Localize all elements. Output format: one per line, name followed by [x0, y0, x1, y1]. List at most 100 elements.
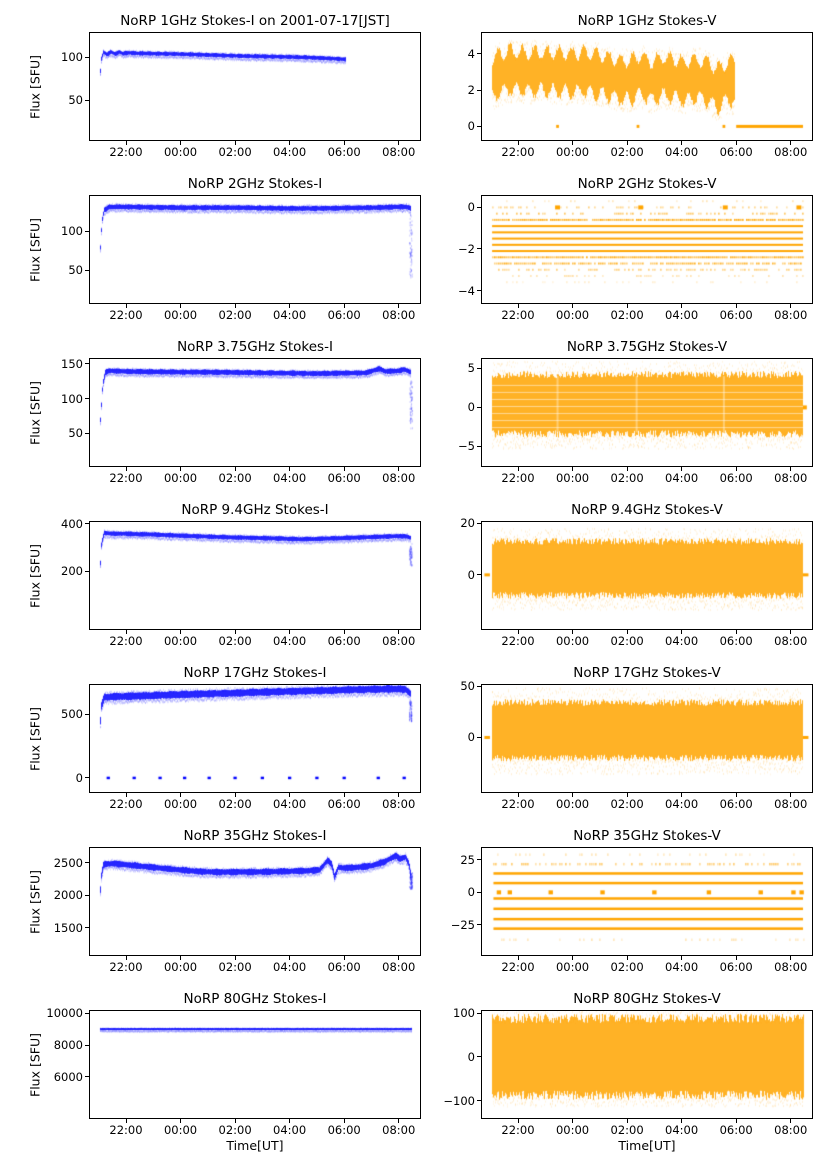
x-tick-label: 02:00	[610, 1123, 644, 1137]
x-tick-label: 04:00	[665, 797, 699, 811]
y-tick-mark	[85, 398, 89, 400]
y-tick-mark	[85, 713, 89, 715]
x-tick-label: 02:00	[218, 471, 252, 485]
x-tick-mark	[234, 141, 236, 145]
x-tick-mark	[125, 467, 127, 471]
x-tick-label: 22:00	[109, 471, 143, 485]
y-tick-label: −4	[458, 283, 475, 298]
x-tick-label: 04:00	[273, 308, 307, 322]
y-tick-mark	[85, 269, 89, 271]
x-tick-mark	[398, 467, 400, 471]
y-tick-label: 100	[453, 1006, 475, 1021]
y-tick-label: 20	[460, 516, 475, 531]
y-tick-label: 0	[467, 567, 475, 582]
x-tick-label: 06:00	[327, 797, 361, 811]
y-tick-mark	[477, 924, 481, 926]
x-tick-mark	[343, 141, 345, 145]
y-tick-label: 500	[61, 707, 83, 722]
y-tick-mark	[477, 89, 481, 91]
x-tick-label: 22:00	[109, 797, 143, 811]
x-tick-mark	[289, 141, 291, 145]
x-tick-label: 02:00	[610, 634, 644, 648]
x-tick-label: 08:00	[774, 797, 808, 811]
y-tick-mark	[477, 125, 481, 127]
x-tick-mark	[180, 467, 182, 471]
y-tick-mark	[477, 53, 481, 55]
x-tick-label: 00:00	[163, 308, 198, 322]
x-tick-label: 02:00	[218, 308, 252, 322]
plot-title: NoRP 3.75GHz Stokes-I	[177, 339, 333, 355]
y-tick-label: 2500	[53, 855, 83, 870]
x-tick-mark	[180, 956, 182, 960]
y-tick-mark	[85, 1012, 89, 1014]
x-tick-label: 00:00	[555, 308, 590, 322]
plot-canvas-3.75ghz-stokes-i	[90, 359, 420, 466]
x-tick-label: 04:00	[273, 1123, 307, 1137]
x-tick-label: 06:00	[327, 308, 361, 322]
y-tick-label: 100	[61, 224, 83, 239]
plot-canvas-17ghz-stokes-i	[90, 685, 420, 792]
x-tick-label: 08:00	[774, 471, 808, 485]
x-tick-mark	[289, 304, 291, 308]
y-tick-mark	[477, 1100, 481, 1102]
plot-canvas-1ghz-stokes-v	[482, 33, 812, 140]
x-tick-label: 00:00	[163, 797, 198, 811]
x-tick-mark	[234, 304, 236, 308]
x-tick-label: 22:00	[501, 308, 535, 322]
plot-title: NoRP 35GHz Stokes-I	[183, 828, 327, 844]
x-axis-label: Time[UT]	[618, 1138, 676, 1153]
x-tick-mark	[572, 956, 574, 960]
x-tick-label: 04:00	[665, 960, 699, 974]
y-tick-mark	[85, 523, 89, 525]
x-tick-label: 00:00	[555, 471, 590, 485]
x-tick-label: 00:00	[555, 797, 590, 811]
x-tick-label: 08:00	[382, 797, 416, 811]
x-tick-label: 08:00	[774, 145, 808, 159]
x-tick-label: 04:00	[273, 960, 307, 974]
x-tick-label: 04:00	[665, 145, 699, 159]
plot-title: NoRP 1GHz Stokes-V	[577, 13, 717, 29]
y-tick-label: −100	[443, 1093, 475, 1108]
x-tick-mark	[343, 467, 345, 471]
y-tick-label: 4	[467, 46, 475, 61]
x-tick-mark	[790, 956, 792, 960]
x-tick-mark	[398, 1119, 400, 1123]
x-tick-label: 02:00	[610, 145, 644, 159]
x-tick-mark	[790, 141, 792, 145]
x-tick-label: 04:00	[665, 634, 699, 648]
x-tick-mark	[735, 304, 737, 308]
x-tick-mark	[343, 1119, 345, 1123]
y-tick-mark	[477, 1056, 481, 1058]
x-tick-mark	[735, 467, 737, 471]
x-tick-label: 22:00	[109, 960, 143, 974]
plot-canvas-35ghz-stokes-v	[482, 848, 812, 955]
y-tick-mark	[477, 891, 481, 893]
x-tick-mark	[790, 630, 792, 634]
y-tick-label: 0	[75, 770, 83, 785]
x-tick-label: 00:00	[555, 960, 590, 974]
plot-title: NoRP 2GHz Stokes-V	[577, 176, 717, 192]
y-tick-label: 10000	[46, 1006, 83, 1021]
x-tick-mark	[517, 630, 519, 634]
x-tick-label: 06:00	[719, 960, 753, 974]
x-tick-mark	[234, 630, 236, 634]
x-tick-mark	[517, 304, 519, 308]
x-tick-label: 22:00	[109, 634, 143, 648]
y-tick-label: 2	[467, 83, 475, 98]
x-tick-label: 02:00	[218, 960, 252, 974]
y-tick-mark	[477, 736, 481, 738]
y-tick-mark	[477, 859, 481, 861]
plot-title: NoRP 80GHz Stokes-I	[183, 991, 327, 1007]
x-tick-mark	[735, 1119, 737, 1123]
x-tick-label: 22:00	[501, 1123, 535, 1137]
y-tick-label: 2000	[53, 888, 83, 903]
x-tick-label: 04:00	[273, 634, 307, 648]
plot-canvas-9.4ghz-stokes-v	[482, 522, 812, 629]
x-tick-label: 02:00	[610, 308, 644, 322]
x-tick-mark	[626, 793, 628, 797]
x-tick-mark	[125, 141, 127, 145]
x-tick-label: 22:00	[501, 145, 535, 159]
x-tick-mark	[289, 1119, 291, 1123]
y-tick-mark	[477, 406, 481, 408]
x-tick-mark	[180, 304, 182, 308]
